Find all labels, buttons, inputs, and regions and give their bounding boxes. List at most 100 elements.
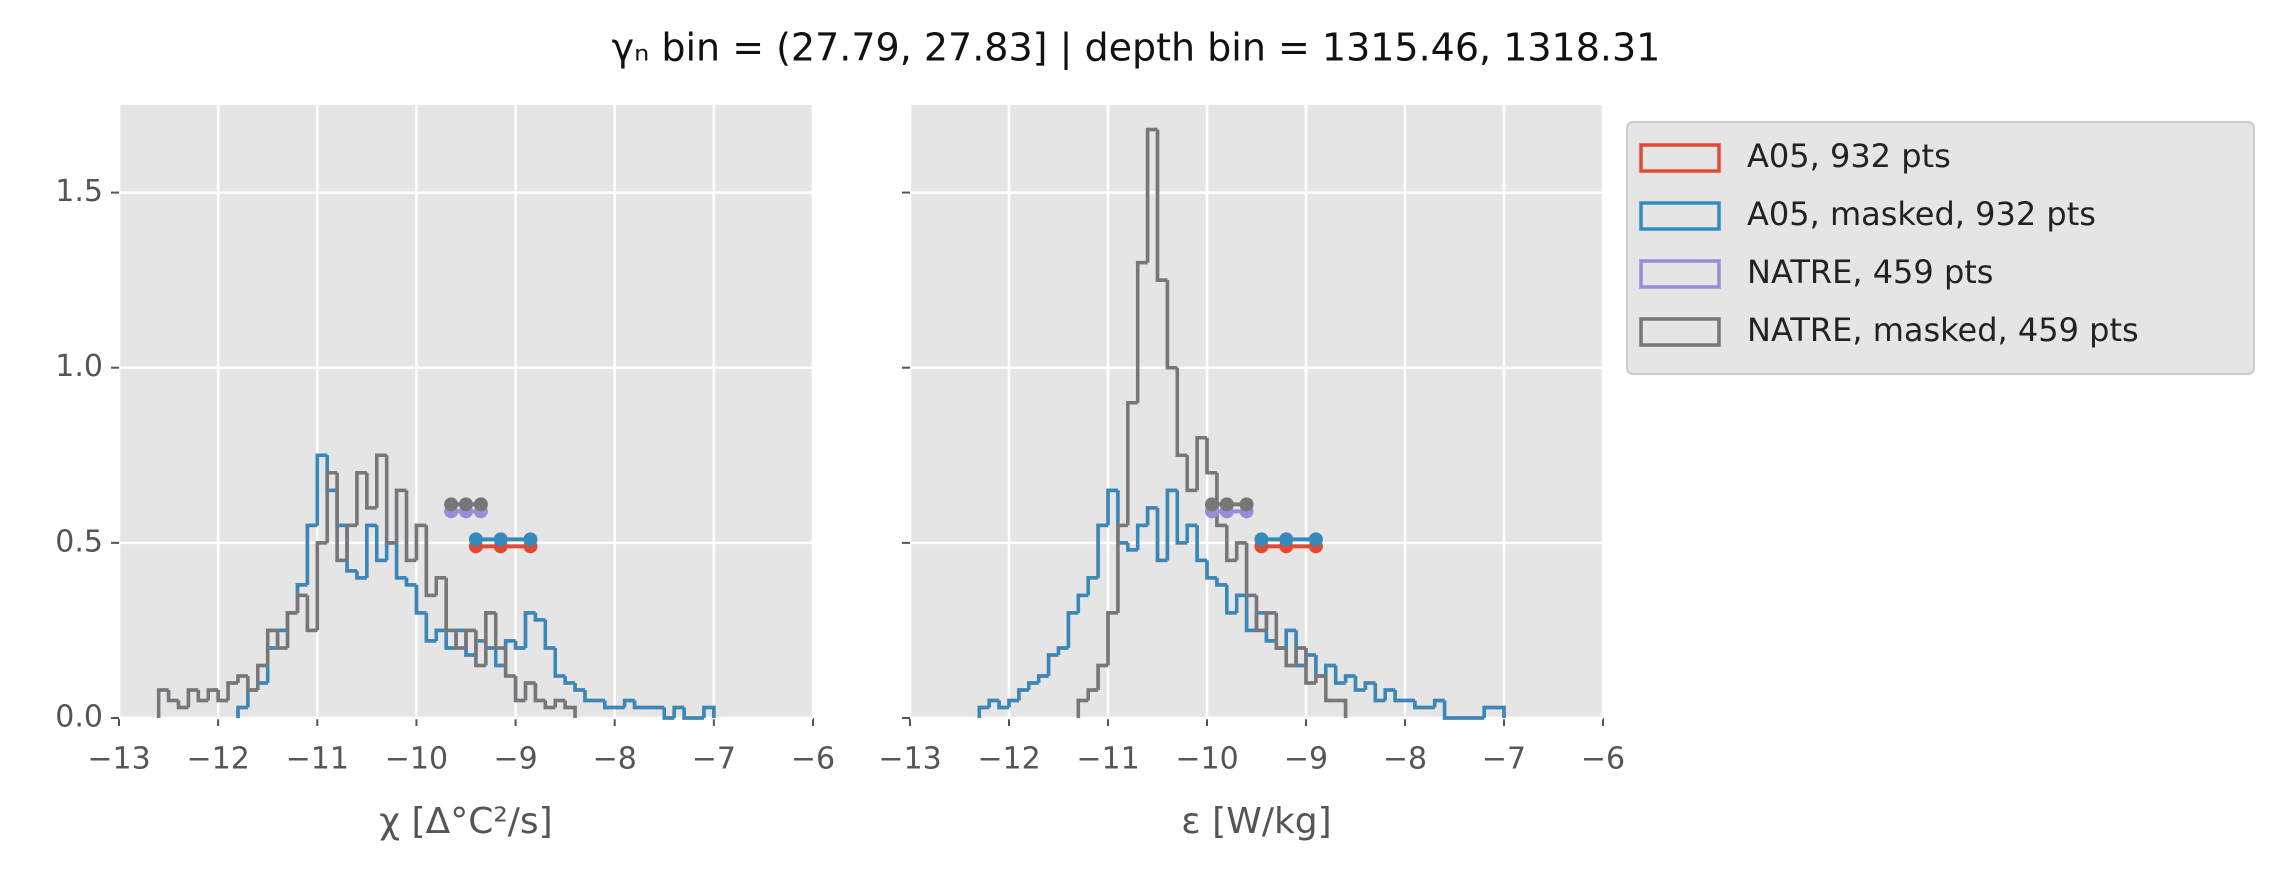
histogram-step (682, 707, 695, 720)
histogram-step (414, 584, 427, 615)
histogram-step (977, 705, 990, 718)
histogram-step (454, 630, 466, 650)
histogram-step (315, 453, 328, 526)
histogram-step (335, 472, 348, 563)
histogram-step (1076, 593, 1089, 613)
y-tick-label: 0.0 (55, 700, 103, 735)
range-point (1204, 497, 1219, 512)
histogram-step (394, 542, 407, 580)
histogram-step (1086, 576, 1099, 596)
legend-label: NATRE, 459 pts (1747, 253, 1993, 291)
histogram-step (166, 689, 179, 703)
histogram-step (1225, 525, 1237, 563)
x-tick-label: −10 (1175, 742, 1238, 777)
histogram-step (424, 612, 437, 643)
range-point (1254, 532, 1269, 547)
histogram-step (295, 593, 308, 613)
x-tick-label: −12 (186, 742, 249, 777)
range-point (1279, 532, 1294, 547)
histogram-step (1343, 674, 1356, 683)
histogram-step (1353, 675, 1366, 692)
legend-box (1626, 121, 2255, 375)
histogram-step (523, 681, 536, 701)
range-point (473, 497, 488, 512)
histogram-step (404, 490, 417, 563)
histogram-step (1165, 488, 1178, 561)
range-point (523, 532, 538, 547)
histogram-step (1066, 611, 1079, 648)
histogram-step (1324, 675, 1336, 703)
histogram-step (1086, 688, 1099, 701)
histogram-step (1244, 542, 1257, 598)
x-axis-label: ε [W/kg] (1181, 801, 1331, 842)
histogram-step (583, 689, 595, 703)
histogram-step (1185, 455, 1198, 493)
histogram-step (1413, 700, 1425, 710)
histogram-step (434, 576, 447, 596)
histogram-step (1482, 705, 1495, 718)
x-tick-label: −13 (87, 742, 150, 777)
x-tick-label: −9 (493, 742, 537, 777)
histogram-step (1185, 523, 1198, 543)
histogram-step (365, 523, 377, 578)
histogram-step (1096, 523, 1108, 578)
histogram-step (1205, 437, 1217, 475)
histogram-step (444, 577, 457, 633)
x-tick-label: −6 (791, 742, 835, 777)
legend-swatch (1639, 201, 1721, 231)
x-tick-label: −8 (593, 742, 637, 777)
histogram-step (246, 675, 258, 692)
histogram-step (384, 455, 397, 545)
y-tick-label: 1.5 (55, 174, 103, 209)
histogram-step (1494, 705, 1506, 718)
histogram-step (1373, 682, 1386, 703)
histogram-step (1442, 700, 1455, 720)
range-point (1308, 532, 1323, 547)
histogram-step (404, 577, 417, 587)
histogram-step (474, 630, 486, 668)
histogram-step (1215, 472, 1227, 528)
histogram-step (186, 688, 199, 708)
histogram-step (375, 453, 387, 508)
histogram-step (1036, 674, 1049, 683)
histogram-step (1046, 653, 1059, 676)
histogram-step (1244, 595, 1257, 633)
x-tick-label: −8 (1383, 742, 1427, 777)
histogram-step (1234, 541, 1247, 561)
histogram-step (236, 674, 248, 683)
histogram-step (543, 619, 556, 650)
histogram-step (1234, 593, 1247, 613)
histogram-step (493, 647, 506, 668)
range-point (1219, 497, 1234, 512)
histogram-step (355, 471, 367, 526)
histogram-step (1135, 260, 1148, 403)
histogram-step (987, 698, 1000, 708)
histogram-step (1076, 698, 1089, 718)
y-tick-label: 0.5 (55, 524, 103, 559)
histogram-step (1116, 523, 1128, 613)
legend-swatch (1639, 259, 1721, 289)
histogram-step (503, 647, 516, 678)
histogram-step (1304, 647, 1316, 685)
histogram-step (1324, 663, 1336, 676)
histogram-step (662, 707, 675, 720)
x-tick-label: −12 (977, 742, 1040, 777)
legend-label: NATRE, masked, 459 pts (1747, 311, 2139, 349)
histogram-step (285, 611, 298, 648)
histogram-step (1165, 280, 1178, 370)
legend-swatch (1639, 317, 1721, 347)
histogram-step (1007, 698, 1019, 708)
histogram-step (1284, 628, 1297, 648)
x-tick-label: −7 (1482, 742, 1526, 777)
histogram-step (1175, 490, 1188, 545)
histogram-series (156, 453, 577, 718)
histogram-step (464, 628, 476, 648)
x-tick-label: −9 (1284, 742, 1328, 777)
histogram-step (196, 689, 209, 703)
histogram-step (1215, 577, 1227, 587)
histogram-step (1254, 595, 1267, 633)
histogram-step (1175, 367, 1188, 458)
histogram-step (1284, 647, 1297, 668)
legend-swatch (1639, 143, 1721, 173)
